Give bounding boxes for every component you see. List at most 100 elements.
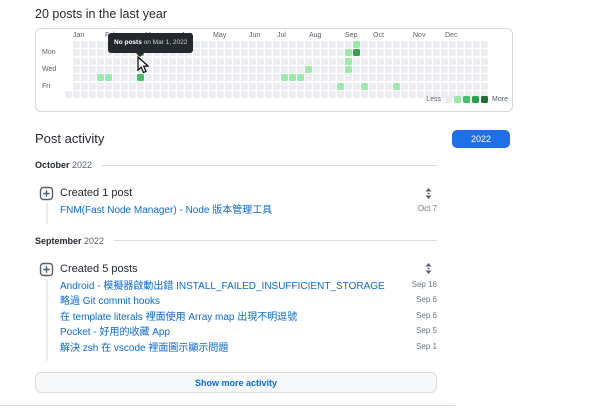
contribution-cell[interactable] — [473, 74, 480, 81]
contribution-cell[interactable] — [201, 49, 208, 56]
contribution-cell[interactable] — [417, 66, 424, 73]
contribution-cell[interactable] — [441, 83, 448, 90]
contribution-cell[interactable] — [137, 83, 144, 90]
contribution-cell[interactable] — [257, 41, 264, 48]
contribution-cell[interactable] — [329, 66, 336, 73]
contribution-cell[interactable] — [441, 91, 448, 98]
contribution-cell[interactable] — [185, 74, 192, 81]
contribution-cell[interactable] — [353, 41, 360, 48]
contribution-cell[interactable] — [97, 91, 104, 98]
contribution-cell[interactable] — [257, 91, 264, 98]
contribution-cell[interactable] — [425, 66, 432, 73]
contribution-cell[interactable] — [169, 74, 176, 81]
contribution-cell[interactable] — [145, 66, 152, 73]
contribution-cell[interactable] — [153, 58, 160, 65]
contribution-cell[interactable] — [209, 66, 216, 73]
contribution-cell[interactable] — [473, 41, 480, 48]
contribution-cell[interactable] — [193, 58, 200, 65]
contribution-cell[interactable] — [329, 74, 336, 81]
contribution-cell[interactable] — [441, 58, 448, 65]
contribution-cell[interactable] — [265, 91, 272, 98]
contribution-cell[interactable] — [425, 91, 432, 98]
contribution-cell[interactable] — [217, 83, 224, 90]
contribution-cell[interactable] — [393, 58, 400, 65]
contribution-cell[interactable] — [417, 41, 424, 48]
contribution-cell[interactable] — [305, 49, 312, 56]
contribution-cell[interactable] — [481, 83, 488, 90]
contribution-cell[interactable] — [377, 66, 384, 73]
contribution-cell[interactable] — [241, 91, 248, 98]
contribution-cell[interactable] — [321, 41, 328, 48]
contribution-cell[interactable] — [417, 91, 424, 98]
contribution-cell[interactable] — [305, 91, 312, 98]
contribution-cell[interactable] — [81, 58, 88, 65]
contribution-cell[interactable] — [313, 49, 320, 56]
contribution-cell[interactable] — [353, 58, 360, 65]
contribution-cell[interactable] — [377, 91, 384, 98]
contribution-cell[interactable] — [281, 49, 288, 56]
contribution-cell[interactable] — [209, 74, 216, 81]
contribution-cell[interactable] — [329, 91, 336, 98]
contribution-cell[interactable] — [481, 91, 488, 98]
contribution-cell[interactable] — [273, 66, 280, 73]
contribution-cell[interactable] — [313, 74, 320, 81]
contribution-cell[interactable] — [145, 83, 152, 90]
contribution-cell[interactable] — [465, 91, 472, 98]
contribution-cell[interactable] — [273, 49, 280, 56]
contribution-cell[interactable] — [345, 58, 352, 65]
contribution-cell[interactable] — [177, 58, 184, 65]
contribution-cell[interactable] — [369, 83, 376, 90]
contribution-cell[interactable] — [193, 41, 200, 48]
contribution-cell[interactable] — [353, 49, 360, 56]
contribution-cell[interactable] — [425, 83, 432, 90]
contribution-cell[interactable] — [193, 66, 200, 73]
contribution-cell[interactable] — [473, 58, 480, 65]
contribution-cell[interactable] — [129, 83, 136, 90]
contribution-cell[interactable] — [273, 91, 280, 98]
contribution-cell[interactable] — [457, 66, 464, 73]
contribution-cell[interactable] — [409, 66, 416, 73]
contribution-cell[interactable] — [409, 91, 416, 98]
contribution-cell[interactable] — [473, 66, 480, 73]
contribution-cell[interactable] — [473, 91, 480, 98]
contribution-cell[interactable] — [449, 91, 456, 98]
contribution-cell[interactable] — [401, 74, 408, 81]
contribution-cell[interactable] — [369, 91, 376, 98]
contribution-cell[interactable] — [417, 49, 424, 56]
contribution-cell[interactable] — [481, 49, 488, 56]
contribution-cell[interactable] — [233, 41, 240, 48]
contribution-cell[interactable] — [73, 41, 80, 48]
contribution-cell[interactable] — [177, 91, 184, 98]
contribution-cell[interactable] — [201, 91, 208, 98]
contribution-cell[interactable] — [169, 58, 176, 65]
contribution-cell[interactable] — [89, 41, 96, 48]
collapse-expand-icon[interactable] — [424, 263, 433, 274]
year-2022-button[interactable]: 2022 — [452, 130, 510, 148]
contribution-cell[interactable] — [89, 66, 96, 73]
contribution-cell[interactable] — [417, 58, 424, 65]
contribution-cell[interactable] — [321, 58, 328, 65]
contribution-cell[interactable] — [377, 49, 384, 56]
contribution-cell[interactable] — [465, 58, 472, 65]
contribution-cell[interactable] — [409, 83, 416, 90]
contribution-cell[interactable] — [321, 83, 328, 90]
contribution-cell[interactable] — [337, 49, 344, 56]
contribution-cell[interactable] — [105, 58, 112, 65]
contribution-cell[interactable] — [73, 74, 80, 81]
contribution-cell[interactable] — [465, 49, 472, 56]
contribution-cell[interactable] — [433, 58, 440, 65]
contribution-cell[interactable] — [121, 83, 128, 90]
contribution-cell[interactable] — [161, 91, 168, 98]
contribution-cell[interactable] — [129, 66, 136, 73]
contribution-cell[interactable] — [337, 58, 344, 65]
post-link[interactable]: 略過 Git commit hooks — [60, 296, 161, 308]
contribution-cell[interactable] — [225, 83, 232, 90]
contribution-cell[interactable] — [73, 83, 80, 90]
contribution-cell[interactable] — [249, 66, 256, 73]
contribution-cell[interactable] — [409, 74, 416, 81]
contribution-cell[interactable] — [225, 58, 232, 65]
contribution-cell[interactable] — [113, 83, 120, 90]
contribution-cell[interactable] — [177, 66, 184, 73]
contribution-cell[interactable] — [73, 91, 80, 98]
contribution-cell[interactable] — [73, 49, 80, 56]
